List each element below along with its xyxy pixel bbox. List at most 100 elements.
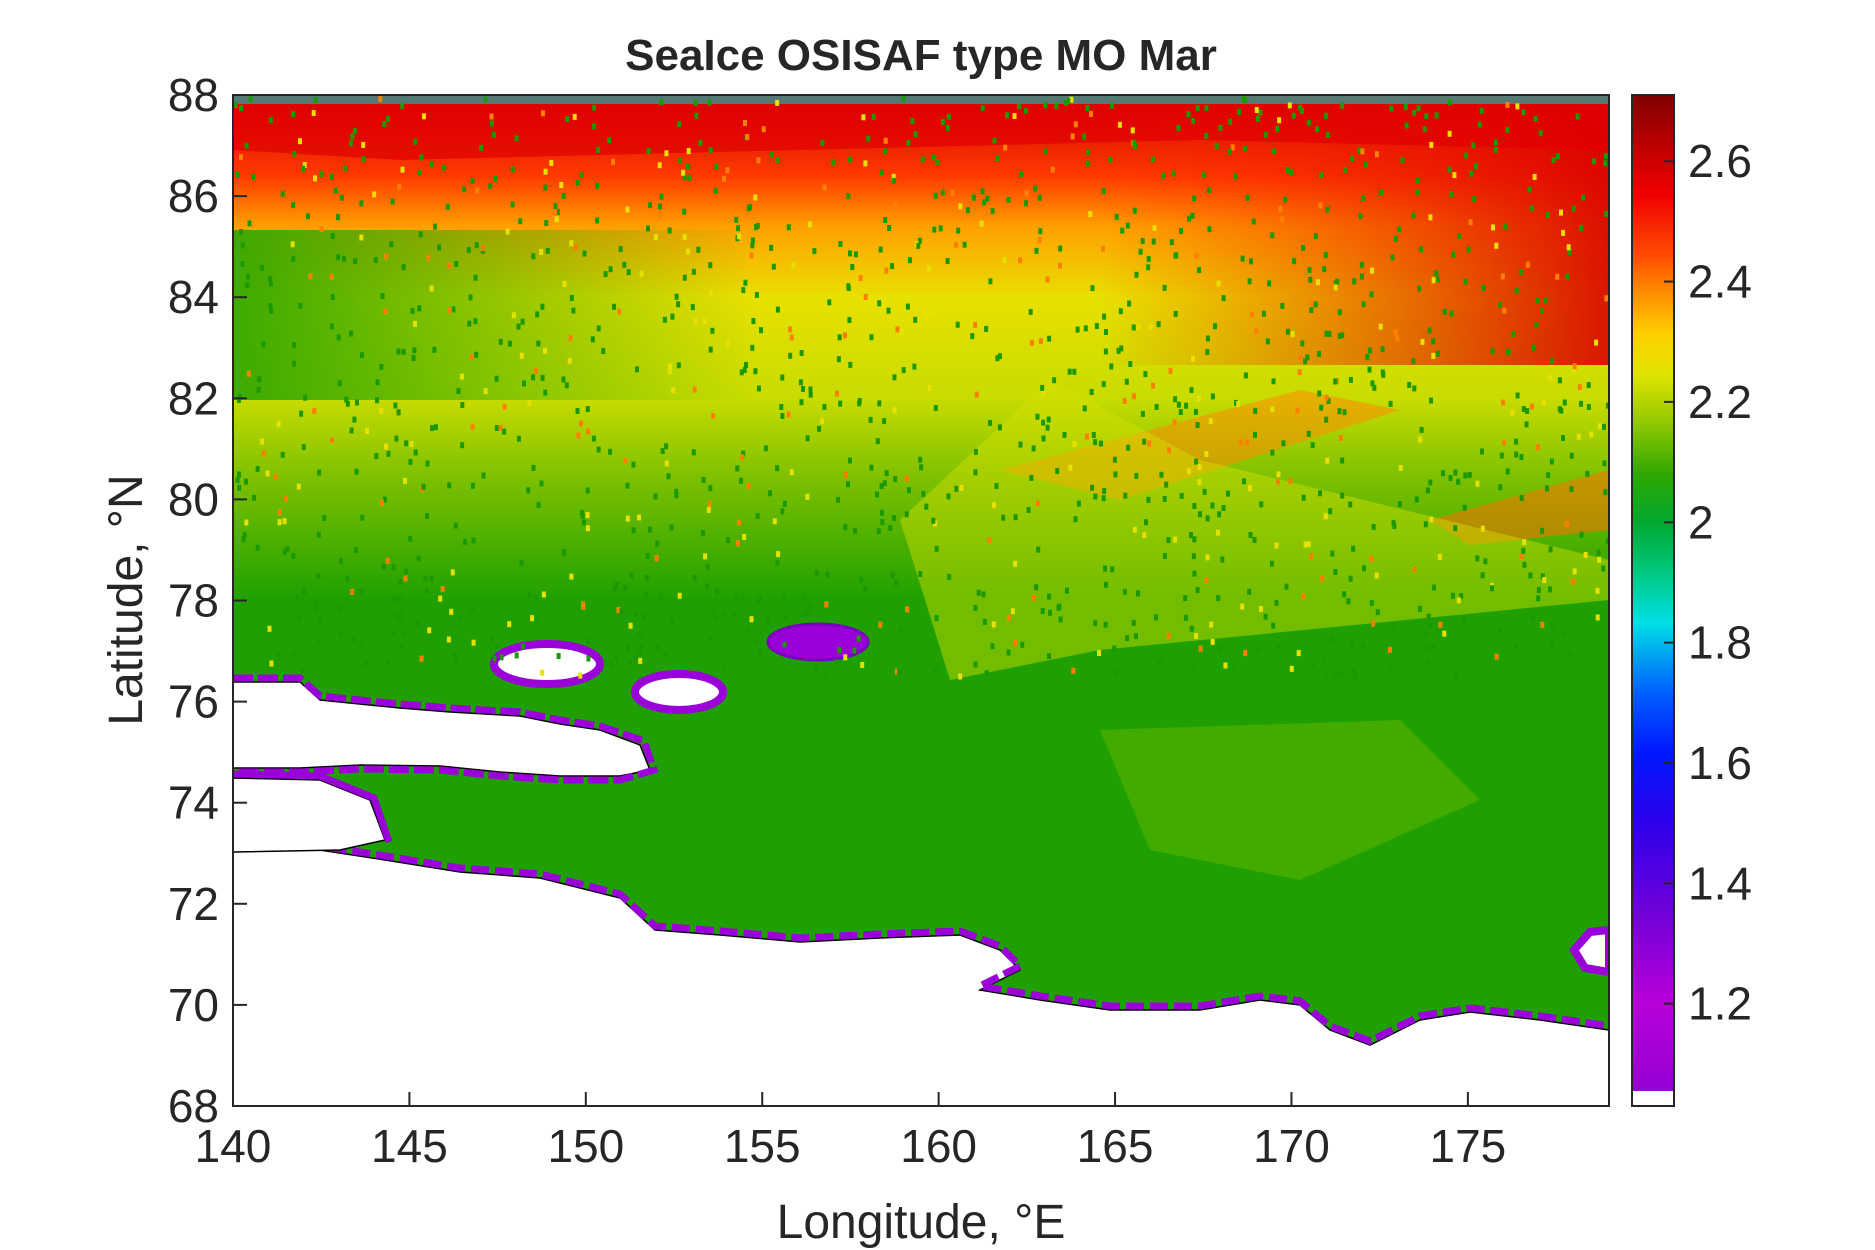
heatmap-speckle	[1037, 194, 1042, 201]
colorbar-ticks: 1.2 1.4 1.6 1.8 2 2.2 2.4 2.6	[1664, 135, 1752, 1030]
y-axis-label: Latitude, °N	[100, 474, 153, 725]
heatmap-speckle	[869, 464, 874, 471]
heatmap-speckle	[579, 172, 584, 179]
heatmap-speckle	[360, 514, 365, 521]
heatmap-speckle	[1392, 522, 1397, 529]
heatmap-speckle	[1120, 227, 1125, 234]
heatmap-speckle	[714, 163, 719, 170]
heatmap-speckle	[1285, 167, 1290, 174]
heatmap-speckle	[1325, 131, 1330, 138]
heatmap-speckle	[1337, 333, 1342, 339]
heatmap-speckle	[522, 380, 526, 387]
heatmap-speckle	[1491, 224, 1495, 231]
heatmap-speckle	[1603, 160, 1608, 167]
heatmap-speckle	[1248, 485, 1253, 492]
heatmap-speckle	[1220, 556, 1225, 563]
heatmap-speckle	[317, 637, 322, 644]
heatmap-speckle	[1411, 212, 1416, 219]
heatmap-speckle	[239, 105, 243, 111]
colorbar-tick-label: 1.2	[1688, 978, 1752, 1030]
heatmap-speckle	[1172, 419, 1177, 426]
heatmap-speckle	[1551, 157, 1556, 163]
heatmap-speckle	[741, 287, 746, 294]
heatmap-speckle	[686, 148, 691, 155]
heatmap-speckle	[947, 573, 952, 580]
heatmap-speckle	[664, 460, 669, 467]
heatmap-speckle	[820, 418, 825, 425]
heatmap-speckle	[1190, 212, 1195, 219]
heatmap-speckle	[290, 241, 295, 248]
heatmap-speckle	[1475, 555, 1480, 562]
heatmap-speckle	[1532, 344, 1537, 351]
heatmap-speckle	[592, 104, 597, 111]
heatmap-speckle	[1412, 566, 1417, 573]
heatmap-speckle	[1198, 645, 1203, 652]
land-new-siberian-islands	[233, 681, 652, 777]
heatmap-speckle	[519, 559, 524, 566]
heatmap-speckle	[1546, 211, 1550, 218]
heatmap-speckle	[1132, 526, 1137, 533]
heatmap-speckle	[1140, 238, 1145, 244]
heatmap-speckle	[708, 262, 713, 269]
heatmap-speckle	[453, 522, 458, 529]
heatmap-speckle	[890, 263, 895, 270]
heatmap-speckle	[1152, 225, 1157, 232]
heatmap-speckle	[1423, 521, 1428, 528]
heatmap-speckle	[639, 643, 644, 650]
heatmap-speckle	[1102, 487, 1107, 494]
heatmap-speckle	[1397, 226, 1402, 233]
heatmap-speckle	[1322, 266, 1327, 273]
heatmap-speckle	[657, 203, 662, 210]
heatmap-speckle	[502, 428, 507, 435]
heatmap-speckle	[929, 309, 934, 316]
heatmap-speckle	[1254, 107, 1259, 113]
heatmap-speckle	[1572, 568, 1577, 575]
heatmap-speckle	[1230, 144, 1235, 151]
heatmap-speckle	[1028, 309, 1033, 315]
heatmap-speckle	[1479, 107, 1484, 114]
heatmap-speckle	[365, 428, 369, 435]
y-tick-label: 82	[168, 372, 219, 424]
heatmap-speckle	[763, 445, 768, 452]
heatmap-speckle	[493, 175, 498, 182]
heatmap-speckle	[707, 635, 712, 642]
heatmap-left-green-band	[233, 230, 753, 400]
heatmap-speckle	[426, 254, 431, 261]
heatmap-speckle	[1024, 200, 1028, 207]
heatmap-speckle	[590, 336, 595, 343]
heatmap-speckle	[1066, 97, 1071, 104]
heatmap-speckle	[726, 537, 730, 544]
heatmap-speckle	[1522, 539, 1527, 546]
heatmap-speckle	[1214, 143, 1219, 150]
heatmap-speckle	[1548, 374, 1553, 381]
heatmap-speckle	[1194, 458, 1199, 465]
heatmap-speckle	[425, 587, 429, 594]
heatmap-speckle	[361, 156, 366, 163]
heatmap-speckle	[1359, 273, 1364, 280]
heatmap-speckle	[847, 317, 852, 323]
colorbar-tick-label: 2.6	[1688, 135, 1752, 187]
heatmap-speckle	[715, 588, 720, 595]
heatmap-speckle	[756, 385, 761, 392]
heatmap-speckle	[390, 198, 395, 205]
heatmap-speckle	[756, 598, 761, 605]
heatmap-speckle	[1601, 423, 1606, 430]
heatmap-speckle	[1034, 247, 1039, 254]
heatmap-speckle	[894, 668, 899, 675]
heatmap-speckle	[820, 139, 825, 146]
heatmap-speckle	[1026, 507, 1031, 513]
heatmap-speckle	[1431, 352, 1436, 359]
heatmap-speckle	[260, 438, 265, 445]
heatmap-speckle	[336, 254, 341, 261]
heatmap-speckle	[1296, 650, 1301, 657]
heatmap-speckle	[535, 311, 540, 318]
heatmap-speckle	[300, 666, 305, 673]
heatmap-speckle	[329, 323, 334, 330]
heatmap-speckle	[676, 301, 681, 308]
heatmap-speckle	[1549, 458, 1554, 465]
heatmap-speckle	[502, 403, 507, 410]
heatmap-speckle	[603, 271, 608, 278]
heatmap-speckle	[1243, 650, 1248, 657]
heatmap-speckle	[1351, 667, 1355, 674]
heatmap-speckle	[817, 425, 821, 432]
